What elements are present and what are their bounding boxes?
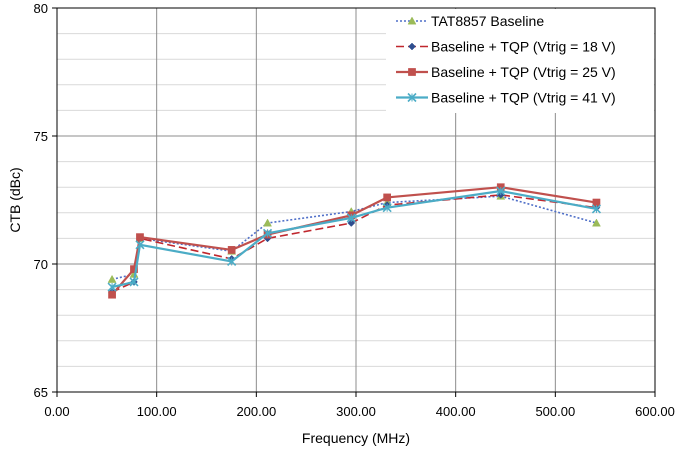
data-point <box>346 213 356 223</box>
data-point <box>108 290 116 299</box>
legend-background <box>386 9 654 113</box>
data-point <box>592 218 601 227</box>
y-axis-title: CTB (dBc) <box>7 167 23 232</box>
x-tick-label: 300.00 <box>336 404 376 419</box>
y-tick-label: 70 <box>34 257 48 272</box>
data-point <box>135 240 145 250</box>
data-point <box>107 274 117 283</box>
data-point <box>263 218 272 227</box>
legend-swatch-marker <box>408 42 416 51</box>
legend: TAT8857 Baseline Baseline + TQP (Vtrig = … <box>386 9 654 113</box>
legend-label: Baseline + TQP (Vtrig = 41 V) <box>431 90 616 106</box>
y-tick-label: 80 <box>34 1 48 16</box>
data-point <box>262 228 273 238</box>
data-point <box>347 219 356 227</box>
data-point <box>129 277 139 287</box>
axes: 65 70 75 80 0.00 100.00 200.00 300.00 400.00 500.… <box>34 1 675 419</box>
data-point <box>227 246 236 254</box>
x-tick-label: 500.00 <box>535 404 575 419</box>
data-point <box>227 256 237 267</box>
legend-label: Baseline + TQP (Vtrig = 18 V) <box>431 39 616 55</box>
legend-swatch-marker <box>407 92 417 103</box>
data-point <box>382 203 392 213</box>
legend-label: Baseline + TQP (Vtrig = 25 V) <box>431 64 616 80</box>
legend-swatch-marker <box>408 68 416 76</box>
data-point <box>591 204 602 214</box>
x-tick-label: 200.00 <box>236 404 276 419</box>
data-point <box>130 265 138 273</box>
data-point <box>107 282 117 292</box>
legend-swatch-marker <box>407 16 417 25</box>
data-point <box>496 186 506 196</box>
series-layer <box>107 183 602 299</box>
data-point <box>136 233 144 241</box>
data-point <box>383 193 391 202</box>
x-tick-label: 400.00 <box>436 404 476 419</box>
series-4 <box>107 186 602 292</box>
y-tick-label: 75 <box>34 129 48 144</box>
legend-item-1: TAT8857 Baseline <box>396 13 544 29</box>
legend-label: TAT8857 Baseline <box>431 13 544 29</box>
legend-item-2: Baseline + TQP (Vtrig = 18 V) <box>396 39 616 55</box>
legend-item-4: Baseline + TQP (Vtrig = 41 V) <box>396 90 616 106</box>
x-tick-label: 0.00 <box>44 404 69 419</box>
legend-item-3: Baseline + TQP (Vtrig = 25 V) <box>396 64 616 80</box>
x-tick-label: 100.00 <box>137 404 177 419</box>
y-tick-label: 65 <box>34 385 48 400</box>
x-tick-label: 600.00 <box>635 404 675 419</box>
x-axis-title: Frequency (MHz) <box>302 430 410 446</box>
